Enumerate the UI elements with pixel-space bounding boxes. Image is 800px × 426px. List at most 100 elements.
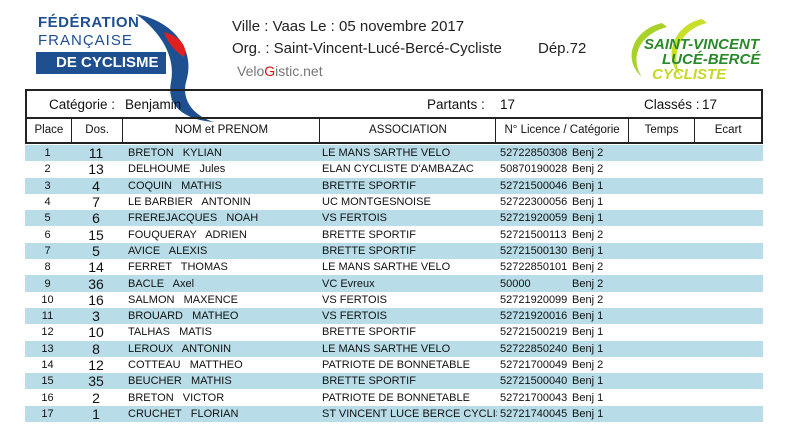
dossard: 36 xyxy=(88,275,104,292)
place: 11 xyxy=(41,310,54,323)
ffc-logo: FÉDÉRATION FRANÇAISE DE CYCLISME xyxy=(36,12,216,124)
dossard: 7 xyxy=(92,194,100,211)
dossard: 10 xyxy=(88,324,104,341)
place: 9 xyxy=(44,277,51,290)
rider-name: BRETON KYLIAN xyxy=(128,147,222,160)
classes-value: 17 xyxy=(702,97,718,112)
dossard: 35 xyxy=(88,373,104,390)
rider-name: DELHOUME Jules xyxy=(128,163,226,176)
dossard: 16 xyxy=(88,291,104,308)
table-row: 1 11 BRETON KYLIAN LE MANS SARTHE VELO 5… xyxy=(25,145,763,162)
association: VS FERTOIS xyxy=(322,310,388,323)
table-row: 14 12 COTTEAU MATTHEO PATRIOTE DE BONNET… xyxy=(25,357,763,373)
dossard: 15 xyxy=(88,226,104,243)
rider-name: SALMON MAXENCE xyxy=(128,293,239,306)
table-row: 7 5 AVICE ALEXIS BRETTE SPORTIF 52721500… xyxy=(25,242,763,260)
association: LE MANS SARTHE VELO xyxy=(322,261,451,274)
rider-name: LEROUX ANTONIN xyxy=(128,342,232,355)
dossard: 11 xyxy=(88,145,104,162)
licence-categorie: 52722850308 Benj 2 xyxy=(500,147,604,160)
table-row: 17 1 CRUCHET FLORIAN ST VINCENT LUCE BER… xyxy=(25,405,763,423)
dossard: 6 xyxy=(92,210,100,227)
place: 5 xyxy=(44,212,51,225)
table-row: 6 15 FOUQUERAY ADRIEN BRETTE SPORTIF 527… xyxy=(25,226,763,243)
table-row: 11 3 BROUARD MATHEO VS FERTOIS 527219200… xyxy=(25,307,763,325)
association: UC MONTGESNOISE xyxy=(322,196,431,209)
association: ST VINCENT LUCE BERCE CYCLIS xyxy=(322,407,497,420)
place: 12 xyxy=(41,326,54,339)
dossard: 1 xyxy=(92,405,100,422)
categorie-value: Benjamin xyxy=(125,97,182,112)
place: 14 xyxy=(41,359,54,371)
dossard: 14 xyxy=(88,259,104,276)
licence-categorie: 52721500130 Benj 1 xyxy=(500,244,604,257)
organiser: Org. : Saint-Vincent-Lucé-Bercé-Cycliste xyxy=(232,40,502,57)
association: BRETTE SPORTIF xyxy=(322,375,416,388)
place: 15 xyxy=(41,375,54,388)
rider-name: AVICE ALEXIS xyxy=(128,244,208,257)
place: 8 xyxy=(44,261,51,274)
licence-categorie: 52721700049 Benj 2 xyxy=(500,359,604,371)
velogistic-link[interactable]: VeloGistic.net xyxy=(237,63,323,79)
table-header: Place Dos. NOM et PRENOM ASSOCIATION N° … xyxy=(25,119,763,144)
results-table: 1 11 BRETON KYLIAN LE MANS SARTHE VELO 5… xyxy=(25,145,763,423)
dossard: 12 xyxy=(88,357,104,373)
table-row: 16 2 BRETON VICTOR PATRIOTE DE BONNETABL… xyxy=(25,389,763,406)
licence-categorie: 52721500046 Benj 1 xyxy=(500,179,604,192)
licence-categorie: 52721920099 Benj 2 xyxy=(500,293,604,306)
place: 17 xyxy=(41,407,54,420)
licence-categorie: 50000 Benj 2 xyxy=(500,277,604,290)
table-row: 4 7 LE BARBIER ANTONIN UC MONTGESNOISE 5… xyxy=(25,194,763,210)
rider-name: FERRET THOMAS xyxy=(128,261,228,274)
table-row: 2 13 DELHOUME Jules ELAN CYCLISTE D'AMBA… xyxy=(25,161,763,177)
rider-name: CRUCHET FLORIAN xyxy=(128,407,239,420)
table-row: 3 4 COQUIN MATHIS BRETTE SPORTIF 5272150… xyxy=(25,177,763,194)
rider-name: BROUARD MATHEO xyxy=(128,310,239,323)
place: 3 xyxy=(44,179,51,192)
place: 10 xyxy=(41,293,54,306)
licence-categorie: 52721920016 Benj 1 xyxy=(500,310,604,323)
licence-categorie: 52721500219 Benj 1 xyxy=(500,326,604,339)
licence-categorie: 52722300056 Benj 1 xyxy=(500,196,604,209)
table-row: 8 14 FERRET THOMAS LE MANS SARTHE VELO 5… xyxy=(25,259,763,275)
rider-name: BEUCHER MATHIS xyxy=(128,375,232,388)
table-row: 9 36 BACLE Axel VC Evreux 50000 Benj 2 xyxy=(25,275,763,292)
place: 7 xyxy=(44,244,51,257)
place: 4 xyxy=(44,196,51,209)
licence-categorie: 52721500113 Benj 2 xyxy=(500,228,604,241)
dossard: 2 xyxy=(92,389,100,406)
association: PATRIOTE DE BONNETABLE xyxy=(322,359,470,371)
place: 6 xyxy=(44,228,51,241)
licence-categorie: 52721740045 Benj 1 xyxy=(500,407,604,420)
association: BRETTE SPORTIF xyxy=(322,326,416,339)
licence-categorie: 52722850101 Benj 2 xyxy=(500,261,604,274)
table-row: 5 6 FREREJACQUES NOAH VS FERTOIS 5272192… xyxy=(25,210,763,227)
table-row: 12 10 TALHAS MATIS BRETTE SPORTIF 527215… xyxy=(25,324,763,340)
dossard: 8 xyxy=(92,340,100,357)
rider-name: BRETON VICTOR xyxy=(128,391,225,404)
association: VC Evreux xyxy=(322,277,375,290)
dossard: 3 xyxy=(92,308,100,325)
association: VS FERTOIS xyxy=(322,293,388,306)
rider-name: FOUQUERAY ADRIEN xyxy=(128,228,247,241)
table-row: 10 16 SALMON MAXENCE VS FERTOIS 52721920… xyxy=(25,292,763,308)
association: BRETTE SPORTIF xyxy=(322,244,416,257)
place: 1 xyxy=(44,147,51,160)
rider-name: TALHAS MATIS xyxy=(128,326,212,339)
ffc-swoosh-icon xyxy=(136,14,214,122)
ville-date: Ville : Vaas Le : 05 novembre 2017 xyxy=(232,18,465,35)
place: 2 xyxy=(44,163,51,176)
rider-name: FREREJACQUES NOAH xyxy=(128,212,259,225)
association: ELAN CYCLISTE D'AMBAZAC xyxy=(322,163,474,176)
association: BRETTE SPORTIF xyxy=(322,179,416,192)
place: 13 xyxy=(41,342,54,355)
dossard: 5 xyxy=(92,242,100,259)
partants-value: 17 xyxy=(500,97,516,112)
place: 16 xyxy=(41,391,54,404)
table-row: 15 35 BEUCHER MATHIS BRETTE SPORTIF 5272… xyxy=(25,373,763,390)
licence-categorie: 52722850240 Benj 1 xyxy=(500,342,604,355)
licence-categorie: 52721920059 Benj 1 xyxy=(500,212,604,225)
departement: Dép.72 xyxy=(538,40,587,57)
licence-categorie: 50870190028 Benj 2 xyxy=(500,163,604,176)
licence-categorie: 52721500040 Benj 1 xyxy=(500,375,604,388)
